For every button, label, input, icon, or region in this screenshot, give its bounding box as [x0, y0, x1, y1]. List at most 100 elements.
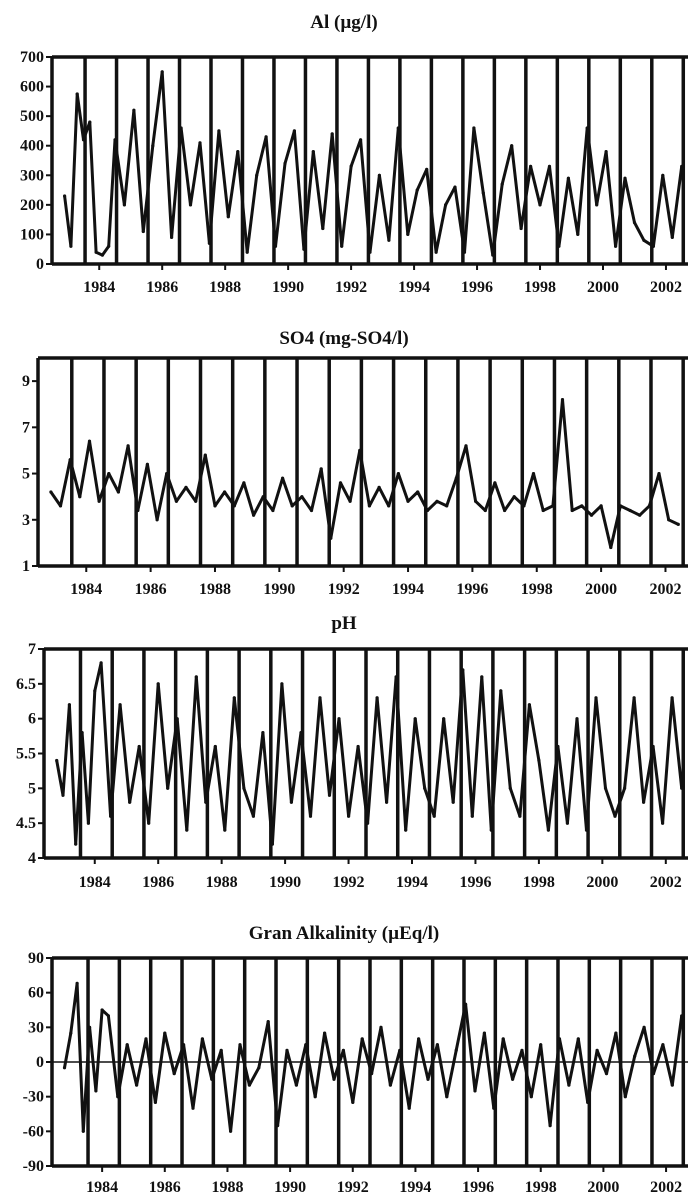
data-point: [203, 453, 207, 457]
data-point: [595, 203, 599, 207]
data-point: [432, 814, 436, 818]
data-point: [537, 758, 541, 763]
data-point: [445, 1095, 449, 1099]
data-point: [379, 1025, 383, 1029]
data-point: [61, 793, 65, 797]
data-point: [151, 144, 155, 148]
data-point: [651, 244, 656, 248]
data-point: [661, 821, 665, 825]
data-point: [273, 244, 278, 248]
data-point: [425, 508, 429, 513]
y-tick-label: 4.5: [16, 815, 36, 832]
data-point: [368, 250, 372, 254]
data-point: [614, 1031, 618, 1035]
data-point: [302, 247, 306, 251]
y-tick-label: 30: [28, 1019, 44, 1036]
data-point: [166, 786, 170, 790]
data-point: [359, 138, 363, 142]
chart-title: Gran Alkalinity (µEq/l): [249, 923, 439, 944]
data-point: [560, 398, 565, 402]
data-point: [589, 513, 594, 517]
data-point: [318, 696, 322, 700]
y-tick-label: -90: [23, 1158, 44, 1175]
data-point: [556, 744, 560, 749]
data-point: [280, 682, 284, 686]
data-point: [323, 1031, 327, 1035]
data-point: [623, 176, 627, 180]
data-point: [651, 744, 655, 749]
data-point: [435, 499, 439, 503]
data-point: [670, 696, 674, 700]
data-point: [55, 758, 59, 763]
data-point: [163, 1031, 167, 1035]
data-point: [207, 241, 211, 245]
x-tick-label: 1994: [396, 874, 428, 891]
data-point: [294, 1083, 298, 1087]
y-tick-label: 5.5: [16, 746, 36, 763]
data-point: [126, 444, 130, 448]
data-point: [618, 504, 623, 508]
data-point: [88, 1025, 92, 1029]
data-point: [394, 675, 398, 679]
data-point: [69, 244, 73, 248]
data-point: [503, 508, 507, 513]
x-tick-label: 2002: [650, 874, 682, 891]
data-point: [281, 476, 285, 480]
data-point: [470, 814, 474, 818]
data-point: [175, 717, 179, 721]
x-tick-label: 1992: [335, 279, 367, 296]
data-point: [330, 132, 334, 136]
data-point: [174, 499, 178, 503]
data-point: [657, 472, 661, 476]
data-point: [94, 1089, 98, 1093]
data-point: [565, 821, 570, 825]
data-point: [499, 689, 503, 693]
data-point: [125, 1043, 129, 1047]
data-point: [261, 495, 265, 499]
data-point: [670, 235, 674, 239]
y-tick-label: 100: [20, 226, 44, 243]
data-point: [351, 1100, 355, 1104]
x-tick-label: 2000: [587, 279, 619, 296]
data-point: [539, 1043, 543, 1047]
data-point: [188, 203, 193, 207]
data-point: [454, 476, 458, 480]
data-point: [416, 490, 420, 494]
data-point: [442, 717, 446, 721]
data-point: [510, 144, 514, 148]
data-point: [337, 717, 341, 721]
x-tick-label: 1988: [206, 874, 238, 891]
data-point: [156, 682, 160, 686]
data-point: [595, 1048, 599, 1052]
data-point: [512, 495, 516, 499]
data-point: [632, 221, 637, 225]
data-point: [603, 786, 608, 790]
data-point: [396, 472, 400, 476]
data-point: [426, 1077, 430, 1081]
x-tick-label: 1996: [462, 1179, 494, 1196]
data-point: [406, 499, 410, 503]
data-point: [327, 793, 332, 797]
y-tick-label: 1: [22, 558, 30, 575]
y-tick-label: -60: [23, 1123, 44, 1140]
x-tick-label: 1994: [392, 581, 424, 598]
data-point: [425, 167, 429, 171]
data-point: [107, 472, 111, 476]
data-point: [191, 1106, 195, 1110]
data-point: [304, 1043, 308, 1047]
data-point: [413, 717, 417, 721]
y-tick-label: 200: [20, 197, 44, 214]
data-point: [67, 703, 71, 707]
data-point: [194, 675, 198, 679]
x-tick-label: 1996: [459, 874, 491, 891]
x-tick-label: 1984: [70, 581, 102, 598]
data-point: [97, 499, 101, 503]
y-tick-label: 700: [20, 49, 44, 66]
data-point: [100, 253, 104, 257]
data-point: [454, 1048, 458, 1052]
data-point: [226, 215, 230, 219]
data-point: [245, 250, 249, 254]
data-point: [118, 703, 122, 707]
data-point: [194, 499, 198, 503]
